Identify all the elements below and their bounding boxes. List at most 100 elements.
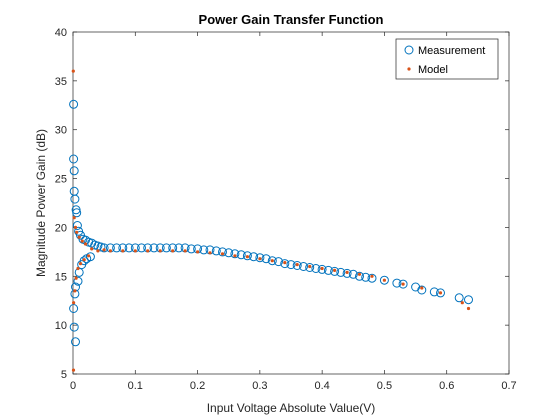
model-point bbox=[183, 249, 187, 253]
measurement-point bbox=[323, 265, 333, 275]
measurement-point bbox=[69, 166, 79, 176]
model-point bbox=[460, 301, 464, 305]
measurement-point bbox=[230, 249, 240, 259]
measurement-point bbox=[305, 263, 315, 272]
model-point bbox=[401, 282, 405, 286]
measurement-point bbox=[267, 256, 277, 266]
measurement-point bbox=[242, 251, 252, 261]
measurement-point bbox=[99, 243, 109, 253]
measurement-point bbox=[72, 221, 82, 230]
model-point bbox=[245, 255, 249, 259]
measurement-point bbox=[112, 243, 122, 253]
y-axis-label: Magnitude Power Gain (dB) bbox=[34, 129, 48, 277]
measurement-point bbox=[274, 257, 283, 267]
model-point bbox=[72, 301, 76, 305]
measurement-point bbox=[311, 264, 321, 273]
model-point bbox=[220, 252, 225, 256]
model-point bbox=[72, 216, 76, 220]
measurement-point bbox=[464, 295, 473, 305]
legend: Measurement Model bbox=[395, 38, 499, 80]
model-point bbox=[78, 262, 83, 266]
y-tick-label: 30 bbox=[55, 125, 67, 137]
model-point bbox=[133, 249, 137, 253]
legend-measurement-marker bbox=[404, 45, 414, 55]
model-point bbox=[466, 306, 471, 311]
measurement-point bbox=[348, 269, 358, 279]
measurement-point bbox=[255, 253, 265, 263]
x-tick-label: 0.5 bbox=[377, 380, 392, 392]
measurement-point bbox=[398, 279, 408, 289]
model-point bbox=[71, 368, 76, 372]
model-point bbox=[121, 249, 125, 253]
y-tick-label: 20 bbox=[55, 222, 67, 234]
measurement-point bbox=[330, 266, 340, 276]
measurement-series bbox=[69, 99, 473, 347]
y-tick-label: 10 bbox=[55, 320, 67, 332]
model-point bbox=[333, 268, 337, 272]
measurement-point bbox=[436, 288, 445, 298]
model-point bbox=[158, 249, 162, 253]
legend-measurement-label: Measurement bbox=[418, 45, 485, 57]
model-point bbox=[295, 263, 299, 267]
model-point bbox=[87, 254, 91, 258]
measurement-point bbox=[124, 243, 134, 253]
model-point bbox=[108, 249, 112, 253]
measurement-point bbox=[137, 243, 146, 253]
y-tick-label: 40 bbox=[55, 27, 67, 39]
measurement-point bbox=[72, 208, 82, 218]
model-series bbox=[71, 69, 471, 372]
measurement-point bbox=[355, 271, 364, 281]
model-point bbox=[258, 257, 262, 261]
measurement-point bbox=[224, 248, 234, 258]
model-point bbox=[102, 248, 106, 252]
measurement-point bbox=[417, 285, 427, 295]
measurement-point bbox=[454, 293, 464, 303]
model-point bbox=[370, 274, 374, 278]
model-point bbox=[90, 247, 94, 251]
model-point bbox=[82, 258, 86, 262]
x-tick-label: 0.6 bbox=[439, 380, 454, 392]
measurement-point bbox=[317, 264, 327, 274]
measurement-point bbox=[361, 272, 371, 282]
measurement-point bbox=[174, 243, 184, 253]
model-point bbox=[357, 272, 362, 276]
measurement-point bbox=[79, 256, 89, 266]
measurement-point bbox=[71, 205, 81, 215]
y-tick-label: 15 bbox=[55, 271, 67, 283]
model-point bbox=[71, 69, 75, 73]
x-axis-ticks: 0 0.1 0.2 0.3 0.4 0.5 0.6 0.7 bbox=[70, 32, 517, 392]
model-point bbox=[283, 261, 287, 265]
model-point bbox=[382, 278, 386, 282]
measurement-point bbox=[69, 322, 79, 332]
model-point bbox=[320, 266, 324, 271]
measurement-point bbox=[379, 275, 389, 285]
measurement-point bbox=[161, 243, 171, 253]
measurement-point bbox=[336, 267, 346, 277]
x-tick-label: 0.7 bbox=[501, 380, 516, 392]
measurement-point bbox=[69, 99, 79, 109]
model-point bbox=[80, 239, 84, 243]
model-point bbox=[77, 235, 81, 239]
measurement-point bbox=[261, 254, 271, 264]
measurement-point bbox=[218, 247, 227, 257]
x-tick-label: 0.2 bbox=[190, 380, 205, 392]
model-point bbox=[345, 270, 349, 274]
measurement-point bbox=[286, 260, 296, 270]
measurement-point bbox=[73, 276, 83, 286]
y-tick-label: 5 bbox=[61, 369, 67, 381]
y-tick-label: 25 bbox=[55, 174, 67, 186]
legend-model-label: Model bbox=[418, 64, 448, 76]
model-point bbox=[308, 264, 312, 269]
measurement-point bbox=[199, 245, 209, 255]
measurement-point bbox=[211, 246, 221, 256]
model-point bbox=[73, 225, 78, 229]
legend-box bbox=[395, 38, 499, 80]
measurement-point bbox=[342, 268, 352, 278]
measurement-point bbox=[69, 154, 79, 164]
x-tick-label: 0.3 bbox=[252, 380, 267, 392]
model-point bbox=[73, 289, 77, 293]
model-point bbox=[270, 259, 274, 263]
model-point bbox=[96, 249, 100, 253]
model-point bbox=[196, 250, 200, 254]
